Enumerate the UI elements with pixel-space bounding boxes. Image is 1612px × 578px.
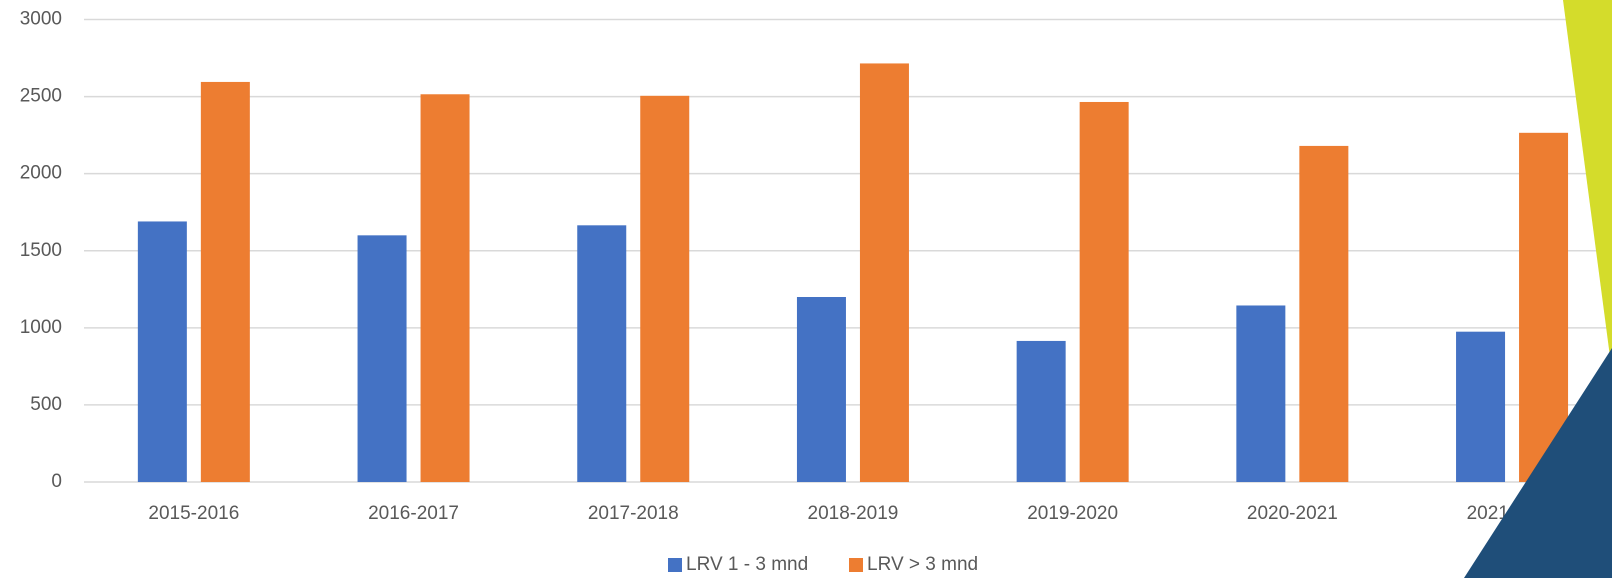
y-tick-label: 2500 bbox=[20, 86, 62, 107]
bar bbox=[1236, 305, 1285, 482]
plot-area: 0 500 1000 1500 2000 2500 3000 2015-2016 2016-20… bbox=[20, 9, 1612, 525]
x-tick-label: 2016-2017 bbox=[368, 503, 459, 524]
y-tick-label: 3000 bbox=[20, 9, 62, 30]
bar bbox=[138, 221, 187, 482]
bar bbox=[358, 235, 407, 482]
x-tick-label: 2020-2021 bbox=[1247, 503, 1338, 524]
decoration bbox=[1563, 0, 1612, 372]
bar bbox=[1456, 332, 1505, 482]
bar bbox=[1299, 146, 1348, 482]
y-tick-label: 1500 bbox=[20, 240, 62, 261]
legend: LRV 1 - 3 mnd LRV > 3 mnd bbox=[668, 554, 978, 575]
y-tick-label: 0 bbox=[51, 471, 62, 492]
x-tick-label: 2015-2016 bbox=[148, 503, 239, 524]
y-tick-label: 2000 bbox=[20, 163, 62, 184]
bar bbox=[797, 297, 846, 482]
y-tick-label: 1000 bbox=[20, 317, 62, 338]
legend-label: LRV > 3 mnd bbox=[867, 554, 978, 575]
legend-label: LRV 1 - 3 mnd bbox=[686, 554, 808, 575]
bar bbox=[860, 63, 909, 482]
x-tick-label: 2019-2020 bbox=[1027, 503, 1118, 524]
legend-swatch bbox=[849, 558, 863, 572]
bar bbox=[577, 225, 626, 482]
y-tick-label: 500 bbox=[30, 394, 62, 415]
bar bbox=[1017, 341, 1066, 482]
x-tick-label: 2018-2019 bbox=[808, 503, 899, 524]
bar bbox=[640, 96, 689, 482]
bar bbox=[1080, 102, 1129, 482]
chart: 0 500 1000 1500 2000 2500 3000 2015-2016 2016-20… bbox=[0, 0, 1612, 578]
x-tick-label: 2017-2018 bbox=[588, 503, 679, 524]
bar bbox=[201, 82, 250, 482]
bar bbox=[421, 94, 470, 482]
legend-swatch bbox=[668, 558, 682, 572]
